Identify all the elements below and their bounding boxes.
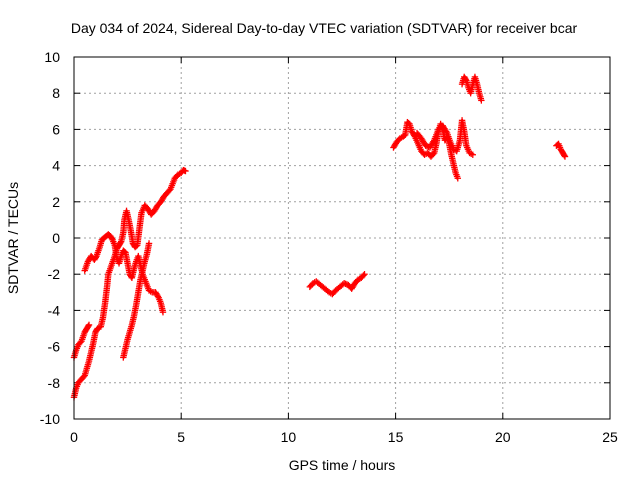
- y-tick-label: 10: [44, 49, 60, 65]
- x-tick-label: 20: [495, 429, 511, 445]
- series-arc-9: [553, 140, 569, 160]
- data-point: [360, 272, 367, 279]
- series-arc-1: [70, 321, 93, 361]
- x-tick-label: 5: [177, 429, 185, 445]
- chart-title: Day 034 of 2024, Sidereal Day-to-day VTE…: [71, 20, 578, 36]
- data-points: [70, 73, 569, 401]
- plot-frame: [73, 56, 611, 420]
- y-tick-label: 6: [52, 121, 60, 137]
- series-arc-6: [390, 118, 461, 182]
- series-arc-7: [413, 117, 476, 158]
- series-arc-8: [458, 73, 485, 104]
- x-tick-label: 25: [602, 429, 618, 445]
- x-axis-label: GPS time / hours: [289, 457, 396, 473]
- data-point: [92, 254, 99, 261]
- data-point: [159, 309, 167, 316]
- y-tick-label: -4: [48, 302, 61, 318]
- y-tick-label: 4: [52, 158, 60, 174]
- data-point: [561, 152, 568, 159]
- data-point: [108, 235, 116, 242]
- y-tick-label: 0: [52, 230, 60, 246]
- grid-lines: [74, 57, 610, 419]
- data-point: [462, 76, 469, 83]
- x-tick-label: 15: [388, 429, 404, 445]
- y-tick-label: -2: [48, 266, 61, 282]
- y-tick-label: 8: [52, 85, 60, 101]
- x-tick-label: 0: [70, 429, 78, 445]
- y-axis-label: SDTVAR / TECUs: [5, 182, 21, 294]
- data-point: [182, 167, 189, 175]
- y-tick-label: -10: [40, 411, 60, 427]
- data-point: [561, 153, 569, 160]
- axis-ticks: 0 5 10 15 20 25 -10 -8 -6 -4 -2 0 2 4 6 8 10: [40, 49, 618, 445]
- series-arc-5: [306, 271, 368, 298]
- x-tick-label: 10: [281, 429, 297, 445]
- y-tick-label: 2: [52, 194, 60, 210]
- data-point: [117, 239, 124, 247]
- data-point: [430, 138, 437, 145]
- series-arc-4: [120, 240, 153, 361]
- y-tick-label: -6: [48, 339, 61, 355]
- data-point: [85, 322, 92, 330]
- series-arc-3: [81, 231, 167, 316]
- data-point: [85, 321, 93, 329]
- data-point: [361, 271, 368, 278]
- data-point: [442, 128, 450, 135]
- data-point: [469, 151, 476, 158]
- data-point: [478, 97, 485, 104]
- data-point: [145, 240, 153, 247]
- y-tick-label: -8: [48, 375, 61, 391]
- data-point: [454, 175, 461, 182]
